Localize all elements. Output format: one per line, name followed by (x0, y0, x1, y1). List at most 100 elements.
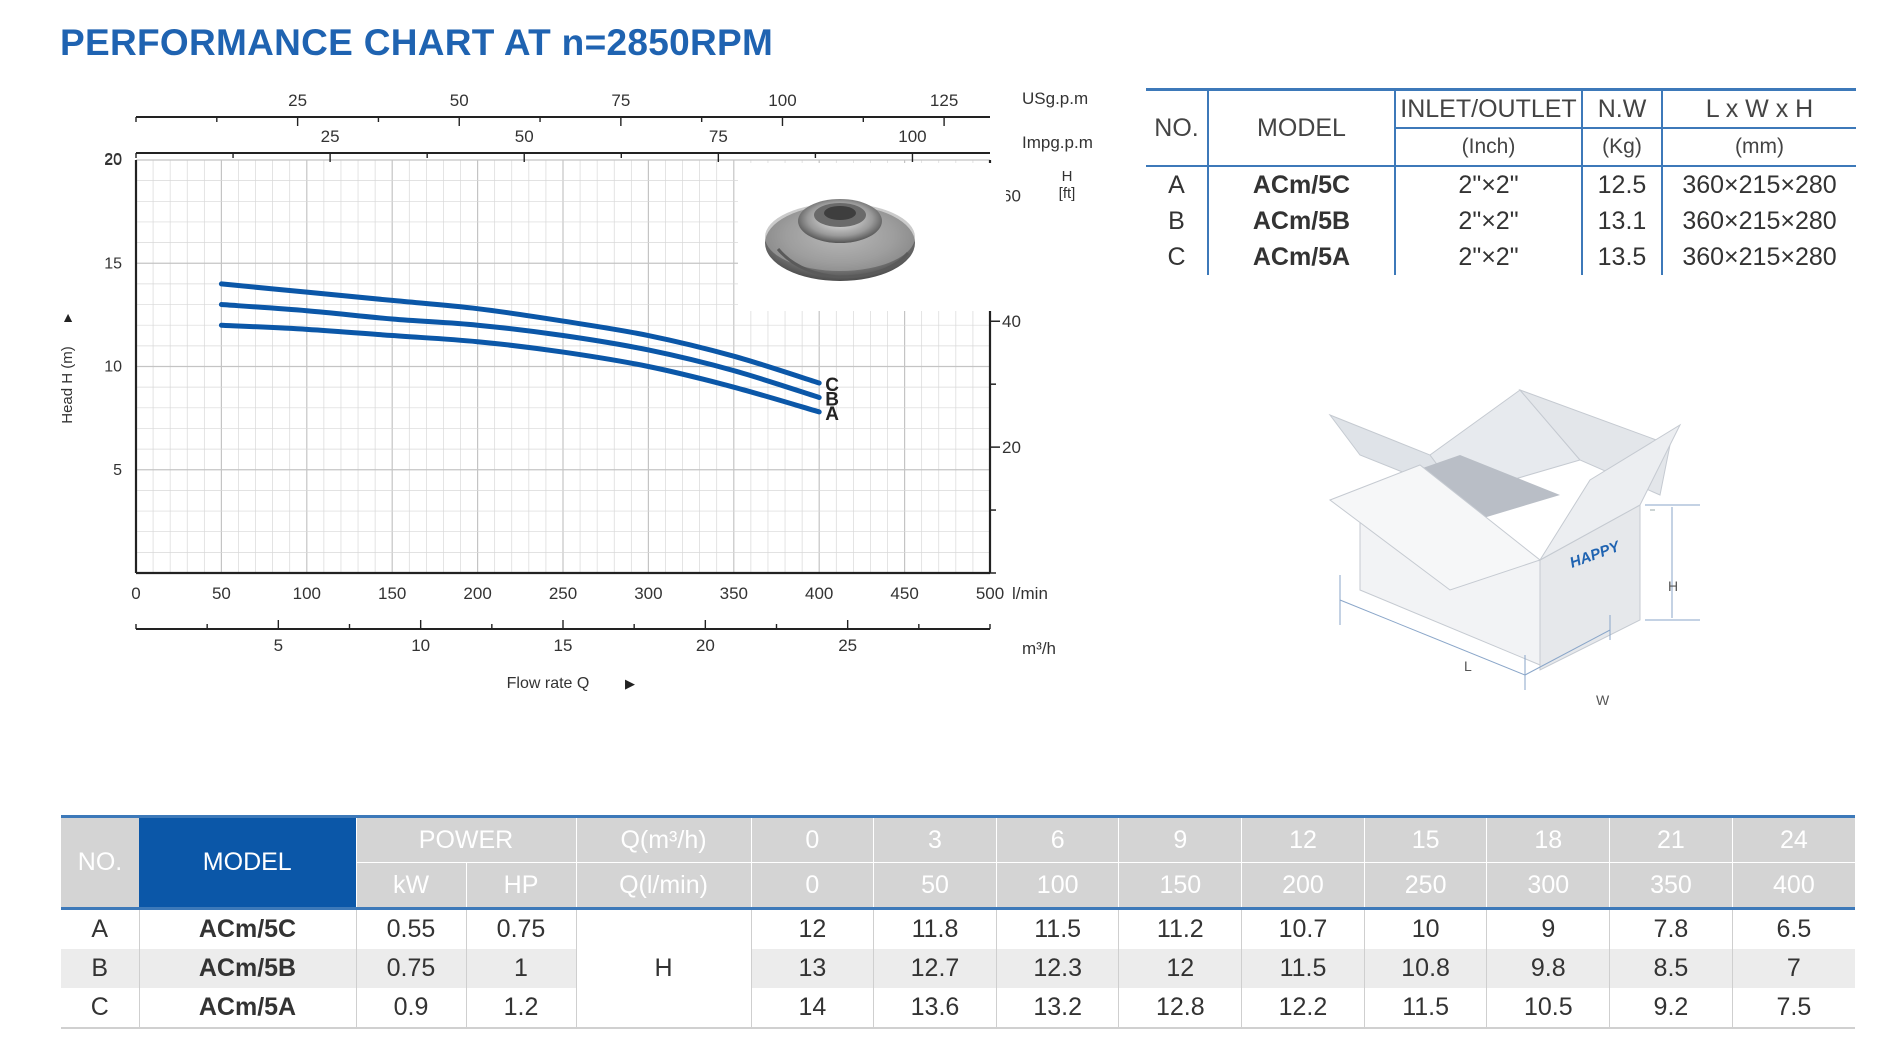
perf-q-lmin: 200 (1241, 862, 1365, 910)
perf-h-value: 11.8 (873, 908, 997, 949)
perf-header-hp: HP (465, 862, 577, 910)
packing-box-image: HAPPY (1328, 388, 1700, 690)
perf-h-value: 12 (1118, 949, 1242, 988)
usgpm-tick-label: 100 (768, 91, 796, 110)
perf-header-kw: kW (355, 862, 466, 910)
perf-q-lmin: 300 (1486, 862, 1610, 910)
impeller-image (738, 163, 1006, 311)
impgpm-tick-label: 25 (321, 127, 340, 146)
perf-kw: 0.55 (355, 908, 466, 949)
spec-inlet: 2"×2" (1394, 165, 1582, 203)
perf-h-value: 7.8 (1609, 908, 1733, 949)
perf-h-value: 12 (750, 908, 874, 949)
perf-header-power: POWER (355, 815, 577, 863)
impgpm-tick-label: 75 (709, 127, 728, 146)
x-axis-arrow-icon: ▶ (625, 676, 635, 691)
perf-q-lmin: 50 (873, 862, 997, 910)
spec-unit-inlet: (Inch) (1394, 128, 1582, 166)
x-tick-label: 450 (890, 584, 918, 603)
m3h-tick-label: 15 (554, 636, 573, 655)
x-tick-label: 250 (549, 584, 577, 603)
spec-nw: 13.1 (1581, 203, 1662, 239)
x-tick-label: 350 (720, 584, 748, 603)
table-row: B ACm/5B 0.75 1 13 12.7 12.3 12 11.5 10.… (61, 949, 1855, 988)
spec-dims: 360×215×280 (1661, 203, 1856, 239)
perf-q-lmin: 100 (995, 862, 1119, 910)
perf-hp: 1.2 (465, 988, 577, 1029)
m3h-tick-label: 25 (838, 636, 857, 655)
dim-w-label: W (1596, 692, 1610, 708)
perf-q-lmin: 350 (1609, 862, 1733, 910)
curve-C (218, 281, 822, 386)
perf-h-value: 12.7 (873, 949, 997, 988)
perf-h-value: 12.8 (1118, 988, 1242, 1029)
dim-h-label: H (1668, 578, 1679, 594)
perf-h-value: 10.7 (1241, 908, 1365, 949)
spec-header-no: NO. (1154, 113, 1199, 142)
perf-h-value: 13.6 (873, 988, 997, 1029)
spec-header-model: MODEL (1207, 89, 1395, 166)
x-tick-label: 200 (463, 584, 491, 603)
perf-q-lmin: 400 (1731, 862, 1855, 910)
y-tick-label: 15 (104, 255, 122, 272)
perf-h-value: 10.5 (1486, 988, 1610, 1029)
perf-header-q-lmin: Q(l/min) (575, 862, 752, 910)
m3h-tick-label: 5 (274, 636, 283, 655)
curve-label-B: B (825, 389, 839, 410)
perf-h-value: 9 (1486, 908, 1610, 949)
ft-tick-label: 20 (1002, 438, 1021, 457)
perf-q-m3h: 18 (1486, 815, 1610, 863)
usgpm-tick-label: 125 (930, 91, 958, 110)
spec-header-inlet: INLET/OUTLET (1394, 89, 1582, 129)
perf-h-value: 11.2 (1118, 908, 1242, 949)
perf-model: ACm/5A (138, 988, 356, 1029)
perf-no: A (91, 915, 109, 943)
y-tick-label: 20 (104, 151, 122, 168)
perf-h-value: 10 (1363, 908, 1487, 949)
impgpm-tick-label: 100 (898, 127, 926, 146)
perf-kw: 0.75 (355, 949, 466, 988)
perf-h-value: 8.5 (1609, 949, 1733, 988)
impgpm-tick-label: 50 (515, 127, 534, 146)
x-unit-label: l/min (1012, 584, 1048, 603)
y-tick-label: 5 (113, 462, 122, 479)
spec-unit-dims: (mm) (1661, 128, 1856, 166)
perf-q-m3h: 24 (1731, 815, 1855, 863)
perf-h-value: 11.5 (1363, 988, 1487, 1029)
spec-model: ACm/5C (1207, 165, 1395, 203)
perf-h-value: 14 (750, 988, 874, 1029)
perf-h-value: 13 (750, 949, 874, 988)
usgpm-unit-label: USg.p.m (1022, 89, 1088, 108)
perf-q-m3h: 12 (1241, 815, 1365, 863)
performance-table: NO. MODEL POWER Q(m³/h) 0 3 6 9 12 15 18… (61, 815, 1855, 1029)
spec-model: ACm/5A (1207, 239, 1395, 275)
dim-l-label: L (1464, 658, 1472, 674)
table-row: C ACm/5A 0.9 1.2 14 13.6 13.2 12.8 12.2 … (61, 988, 1855, 1029)
perf-q-lmin: 150 (1118, 862, 1242, 910)
perf-q-m3h: 6 (995, 815, 1119, 863)
perf-h-value: 10.8 (1363, 949, 1487, 988)
perf-q-m3h: 15 (1363, 815, 1487, 863)
spec-inlet: 2"×2" (1394, 239, 1582, 275)
y-axis-title: Head H (m) (59, 346, 76, 424)
perf-header-model: MODEL (139, 815, 356, 910)
x-tick-label: 500 (976, 584, 1004, 603)
spec-table: NO. MODEL INLET/OUTLET N.W L x W x H (In… (1146, 88, 1856, 275)
spec-dims: 360×215×280 (1661, 165, 1856, 203)
perf-model: ACm/5B (138, 949, 356, 988)
x-tick-label: 400 (805, 584, 833, 603)
spec-no: B (1168, 206, 1185, 235)
spec-inlet: 2"×2" (1394, 203, 1582, 239)
perf-q-m3h: 3 (873, 815, 997, 863)
curve-B (218, 302, 822, 400)
perf-model: ACm/5C (138, 908, 356, 949)
m3h-unit-label: m³/h (1022, 639, 1056, 658)
usgpm-tick-label: 75 (611, 91, 630, 110)
curve-A (218, 322, 822, 415)
spec-row: A ACm/5C 2"×2" 12.5 360×215×280 (1146, 165, 1856, 203)
m3h-tick-label: 20 (696, 636, 715, 655)
x-tick-label: 300 (634, 584, 662, 603)
usgpm-tick-label: 50 (450, 91, 469, 110)
curve-label-C: C (825, 375, 839, 396)
ft-unit-label: [ft] (1059, 185, 1076, 202)
